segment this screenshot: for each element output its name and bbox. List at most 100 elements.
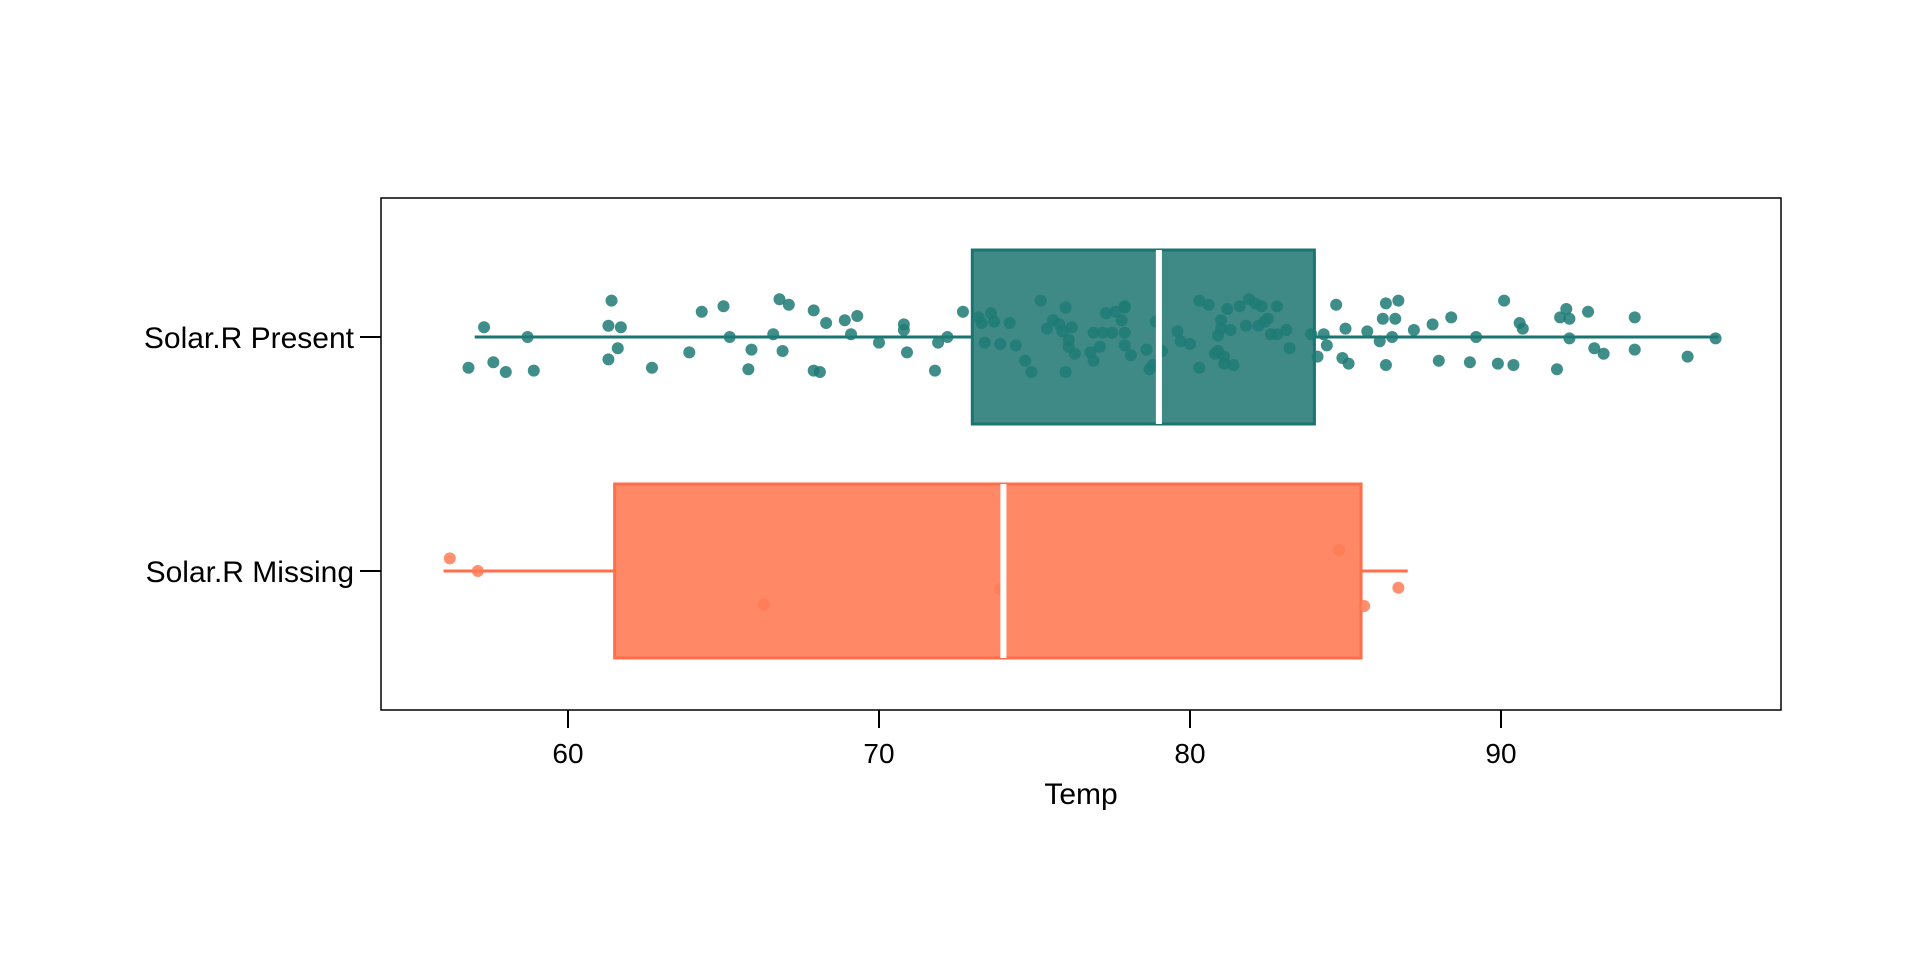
data-point xyxy=(1330,298,1343,311)
data-point xyxy=(1709,332,1722,345)
data-point xyxy=(782,298,795,311)
data-point xyxy=(1239,319,1252,332)
data-point xyxy=(1215,314,1228,327)
data-point xyxy=(1115,314,1128,327)
data-point xyxy=(1109,305,1122,318)
data-point xyxy=(1320,339,1333,352)
data-point xyxy=(1034,294,1047,307)
data-point xyxy=(487,356,500,369)
data-point xyxy=(1550,363,1563,376)
data-point xyxy=(757,598,770,611)
data-point xyxy=(1681,350,1694,363)
y-tick-label: Solar.R Present xyxy=(144,322,355,355)
x-tick-label: 60 xyxy=(552,738,583,769)
data-point xyxy=(1597,347,1610,360)
data-point xyxy=(1463,356,1476,369)
data-point xyxy=(611,342,624,355)
data-point xyxy=(975,317,988,329)
data-point xyxy=(1470,331,1483,343)
data-point xyxy=(1491,357,1504,370)
data-point xyxy=(1056,325,1069,338)
data-point xyxy=(1040,322,1053,335)
data-point xyxy=(1221,303,1234,315)
data-point xyxy=(521,331,534,343)
data-point xyxy=(941,331,954,343)
data-point xyxy=(1215,322,1228,335)
data-point xyxy=(1025,366,1038,378)
data-point xyxy=(1184,338,1196,350)
data-point xyxy=(1628,343,1641,356)
data-point xyxy=(602,353,615,366)
data-point xyxy=(1118,300,1131,313)
data-point xyxy=(1171,325,1184,338)
data-point xyxy=(1218,350,1231,363)
data-point xyxy=(1193,294,1206,307)
data-point xyxy=(773,293,786,306)
data-point xyxy=(851,310,864,322)
data-point xyxy=(1628,311,1641,324)
data-point xyxy=(1059,301,1072,314)
data-point xyxy=(1068,347,1081,360)
data-point xyxy=(978,336,991,349)
data-point xyxy=(1062,333,1075,346)
data-point xyxy=(776,345,789,357)
data-point xyxy=(1106,326,1119,339)
data-point xyxy=(1227,359,1240,371)
plot-frame xyxy=(380,197,1782,711)
data-point xyxy=(1339,322,1352,335)
data-point xyxy=(742,363,755,376)
data-point xyxy=(1317,328,1330,341)
data-point xyxy=(807,304,820,317)
data-point xyxy=(1563,332,1576,345)
data-point xyxy=(1118,326,1131,339)
data-point xyxy=(1386,331,1399,343)
data-point xyxy=(1087,354,1100,367)
data-point xyxy=(1407,324,1420,336)
data-point xyxy=(1280,324,1293,336)
data-point xyxy=(645,361,658,374)
data-point xyxy=(1124,349,1137,362)
data-point xyxy=(813,366,826,378)
data-point xyxy=(1096,326,1109,339)
data-point xyxy=(767,328,780,341)
data-point xyxy=(1118,339,1131,352)
series-solar-r-missing xyxy=(443,482,1408,660)
data-point xyxy=(723,331,736,343)
data-point xyxy=(1507,359,1520,371)
data-point xyxy=(873,336,885,349)
data-point xyxy=(1174,335,1187,348)
data-point xyxy=(900,346,913,359)
data-point xyxy=(838,314,851,327)
data-point xyxy=(1432,354,1445,367)
data-point xyxy=(1588,342,1601,355)
data-point xyxy=(1065,321,1078,334)
data-point xyxy=(956,305,969,318)
iqr-box xyxy=(970,248,1316,426)
data-point xyxy=(1202,298,1215,311)
x-axis: 60 70 80 90 xyxy=(552,710,1517,769)
data-point xyxy=(1009,339,1022,352)
data-point xyxy=(1392,294,1405,307)
data-point xyxy=(683,346,696,359)
data-point xyxy=(1554,311,1567,324)
data-point xyxy=(1283,342,1296,355)
data-point xyxy=(478,321,491,334)
data-point xyxy=(695,305,708,318)
data-point xyxy=(462,361,475,374)
data-point xyxy=(1358,600,1371,612)
data-point xyxy=(1376,312,1389,325)
data-point xyxy=(1563,312,1576,325)
data-point xyxy=(1193,361,1206,374)
x-tick-label: 90 xyxy=(1485,738,1516,769)
data-point xyxy=(1019,354,1032,367)
data-point xyxy=(1059,366,1072,378)
data-point xyxy=(1003,317,1016,329)
y-axis: Solar.R Present Solar.R Missing xyxy=(144,322,381,589)
data-point xyxy=(499,366,512,378)
data-point xyxy=(1271,300,1284,313)
data-point xyxy=(1100,307,1113,320)
data-point xyxy=(820,317,833,329)
data-point xyxy=(745,343,758,356)
data-point xyxy=(1498,294,1511,307)
x-axis-title: Temp xyxy=(1044,778,1117,811)
